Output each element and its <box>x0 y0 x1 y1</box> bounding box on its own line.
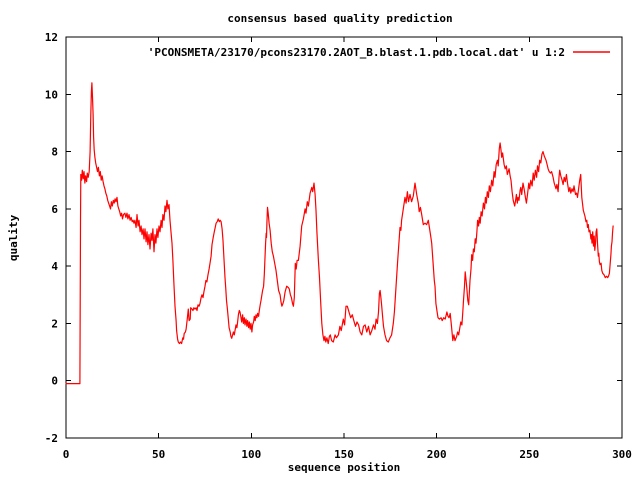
x-tick-label: 150 <box>334 448 354 461</box>
quality-curve <box>65 82 614 385</box>
axis-ticks <box>65 36 623 439</box>
y-tick-label: 10 <box>45 88 58 101</box>
y-tick-label: 4 <box>51 260 58 273</box>
x-tick-label: 100 <box>241 448 261 461</box>
x-axis-label: sequence position <box>288 461 401 474</box>
x-tick-label: 50 <box>152 448 165 461</box>
y-tick-label: 6 <box>51 203 58 216</box>
y-tick-label: 12 <box>45 31 58 44</box>
chart-title: consensus based quality prediction <box>227 12 452 25</box>
y-tick-label: -2 <box>45 432 58 445</box>
series-line <box>65 82 614 385</box>
x-tick-label: 200 <box>427 448 447 461</box>
legend-label: 'PCONSMETA/23170/pcons23170.2AOT_B.blast… <box>148 46 565 59</box>
axis-tick-labels: 0 50 100 150 200 250 300 -2 0 2 4 6 8 10 12 <box>45 31 632 461</box>
x-tick-label: 300 <box>612 448 632 461</box>
y-tick-label: 0 <box>51 375 58 388</box>
y-axis-label: quality <box>7 214 20 261</box>
y-tick-label: 2 <box>51 317 58 330</box>
x-tick-label: 0 <box>63 448 70 461</box>
y-tick-label: 8 <box>51 146 58 159</box>
x-tick-label: 250 <box>519 448 539 461</box>
